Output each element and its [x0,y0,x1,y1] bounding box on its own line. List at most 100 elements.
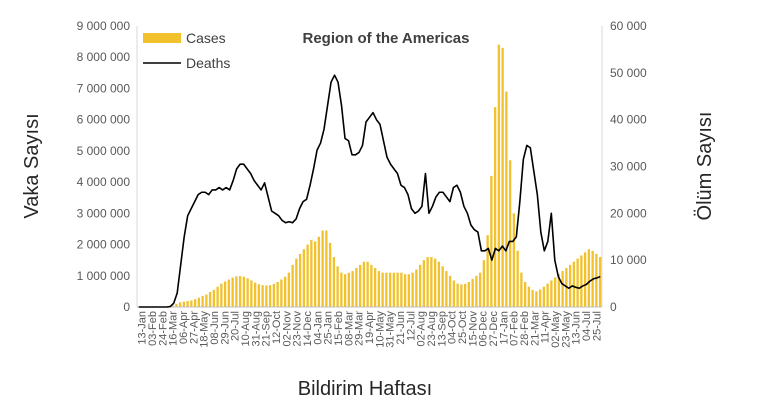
cases-bar [276,282,279,307]
cases-bar [512,213,516,307]
cases-bar [508,160,512,307]
cases-bar [373,267,377,307]
cases-bar [313,241,317,307]
cases-bar [418,264,422,307]
x-tick-label: 27-Apr [188,311,200,344]
x-tick-label: 27-Dec [488,311,500,347]
x-tick-label: 08-Jun [209,311,221,345]
cases-bar [411,272,414,307]
x-tick-label: 18-May [199,311,211,348]
cases-bar [433,258,437,307]
x-tick-label: 10-May [374,311,386,348]
cases-bar [328,242,332,307]
cases-bar [235,276,238,307]
cases-bar [568,264,572,307]
x-tick-label: 10-Aug [240,311,252,346]
cases-bar [216,286,219,307]
cases-bar [178,302,182,307]
x-tick-label: 21-Jun [395,311,407,345]
x-tick-label: 15-Feb [333,311,345,346]
cases-bar [400,272,403,307]
cases-bar [486,235,489,307]
cases-bar [430,257,433,307]
right-y-axis-title: Ölüm Sayısı [694,112,716,221]
left-y-tick-label: 5 000 000 [77,144,131,158]
x-tick-label: 19-Apr [364,311,376,344]
cases-bar [242,276,246,307]
right-y-tick-label: 20 000 [610,206,647,220]
x-tick-label: 08-Mar [343,311,355,346]
right-y-tick-label: 40 000 [610,113,647,127]
x-tick-label: 07-Feb [509,311,521,346]
cases-bar [295,258,298,307]
x-tick-label: 17-Jan [498,311,510,345]
cases-bar [497,44,501,307]
x-tick-label: 12-Jul [405,311,417,341]
cases-bar [298,253,302,307]
cases-bar [201,296,204,307]
cases-bar [482,260,486,307]
right-y-tick-label: 50 000 [610,66,647,80]
deaths-line [138,74,601,308]
cases-bar [553,277,557,307]
right-y-tick-label: 60 000 [610,19,647,33]
cases-bar [448,275,452,307]
right-y-tick-labels: 0 10 000 20 000 30 000 40 000 50 000 60 000 [610,19,647,314]
cases-bar [557,274,561,307]
cases-bar [550,280,553,307]
left-y-tick-label: 2 000 000 [77,238,131,252]
right-y-tick-label: 30 000 [610,160,647,174]
cases-bar [538,289,542,307]
x-tick-label: 20-Jul [230,311,242,341]
x-tick-label: 13-Jan [137,311,149,345]
cases-bars [171,44,602,308]
chart-title: Region of the Americas [303,30,470,47]
cases-bar [520,272,523,307]
left-y-tick-label: 3 000 000 [77,206,131,220]
cases-bar [385,272,388,307]
cases-bar [587,249,591,307]
cases-bar [580,255,583,307]
left-y-tick-label: 8 000 000 [77,50,131,64]
x-tick-label: 04-Jul [581,311,593,341]
x-tick-label: 31-Aug [250,311,262,346]
x-tick-labels: 13-Jan03-Feb24-Feb16-Mar06-Apr27-Apr18-M… [137,311,604,348]
cases-bar [523,282,527,307]
x-tick-label: 25-Oct [457,311,469,344]
cases-bar [478,272,482,307]
cases-bar [336,266,339,307]
cases-bar [445,271,448,307]
x-tick-label: 21-Sep [261,311,273,346]
cases-bar [182,301,186,307]
cases-bar [310,239,313,307]
x-tick-label: 23-May [560,311,572,348]
cases-bar [426,257,429,307]
cases-bar [325,230,328,307]
cases-bar [343,274,347,307]
cases-bar [268,285,272,307]
left-y-tick-labels: 0 1 000 000 2 000 000 3 000 000 4 000 000 5 0… [77,19,131,314]
cases-bar [261,285,264,307]
x-tick-label: 13-Jun [571,311,583,345]
cases-bar [505,91,508,307]
left-y-tick-label: 1 000 000 [77,269,131,283]
cases-bar [460,284,463,307]
cases-bar [366,261,369,307]
right-y-tick-label: 0 [610,300,617,314]
legend-cases-label: Cases [186,30,226,46]
cases-bar [253,282,257,307]
cases-bar [542,286,546,307]
cases-bar [186,301,189,307]
x-tick-label: 24-Feb [157,311,169,346]
legend-deaths-label: Deaths [186,55,230,71]
cases-bar [362,261,366,307]
cases-bar [317,236,321,307]
x-tick-label: 25-Jan [323,311,335,345]
cases-bar [257,284,261,307]
chart-axes [136,26,603,308]
x-tick-label: 14-Dec [302,311,314,347]
right-y-tick-label: 10 000 [610,253,647,267]
legend-cases-swatch [143,33,181,43]
cases-bar [223,281,227,307]
